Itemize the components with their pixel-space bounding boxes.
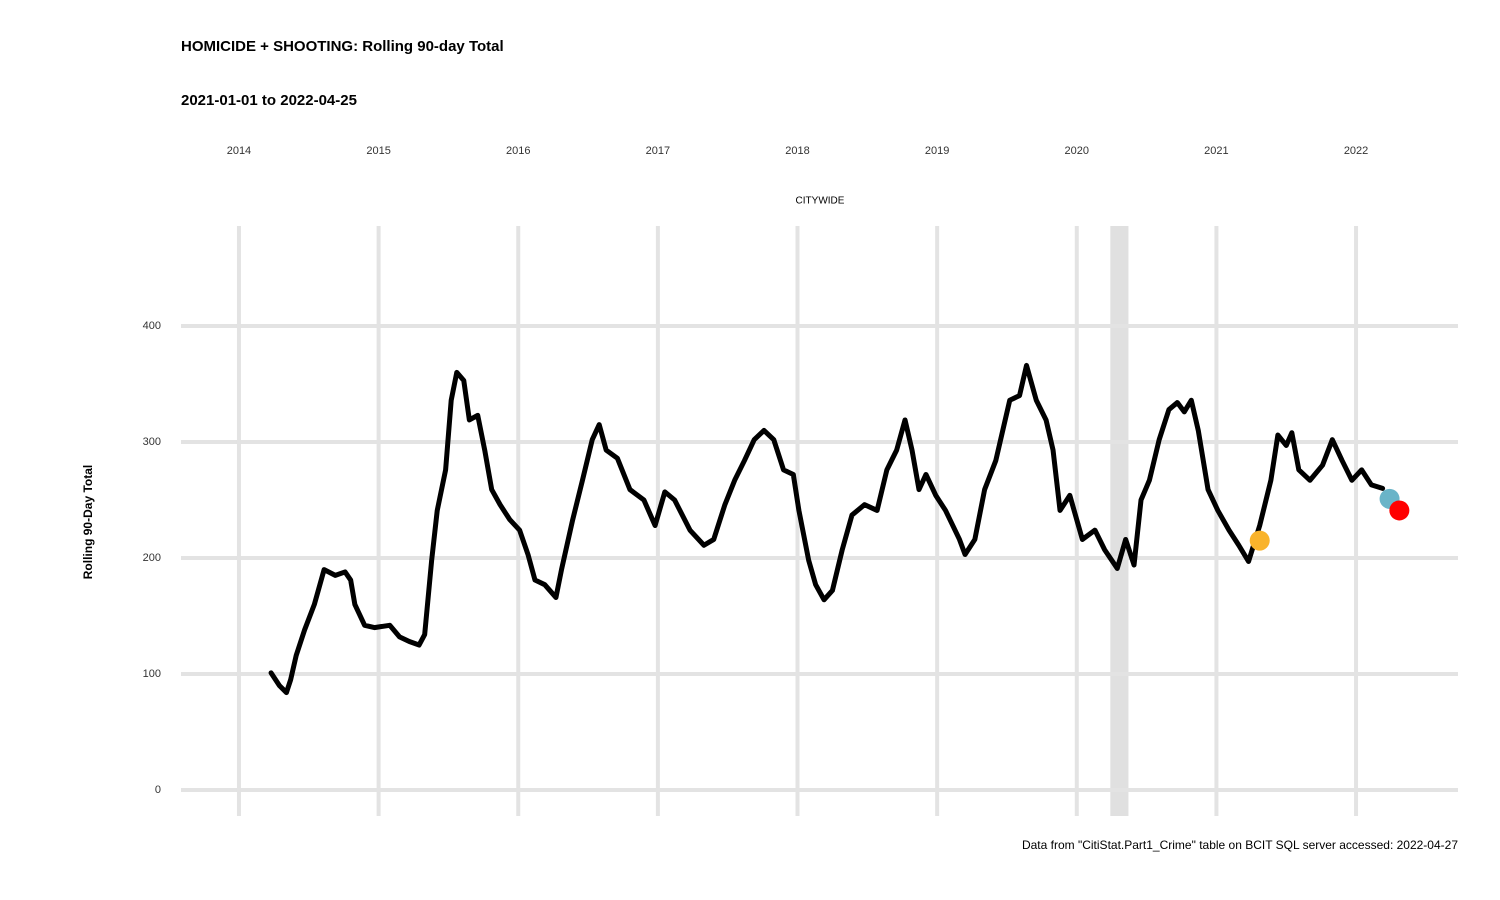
panel-label: CITYWIDE bbox=[796, 196, 845, 207]
y-tick-label: 200 bbox=[143, 552, 161, 564]
y-tick-label: 0 bbox=[155, 784, 161, 796]
y-tick-label: 400 bbox=[143, 320, 161, 332]
x-tick-label: 2021 bbox=[1204, 145, 1228, 157]
y-axis-label: Rolling 90-Day Total bbox=[81, 465, 95, 579]
line bbox=[268, 362, 1386, 696]
chart-title: HOMICIDE + SHOOTING: Rolling 90-day Tota… bbox=[181, 38, 504, 55]
x-tick-label: 2018 bbox=[785, 145, 809, 157]
x-tick-label: 2022 bbox=[1344, 145, 1368, 157]
chart-subtitle: 2021-01-01 to 2022-04-25 bbox=[181, 92, 357, 109]
x-tick-label: 2019 bbox=[925, 145, 949, 157]
x-tick-label: 2015 bbox=[366, 145, 390, 157]
x-tick-label: 2017 bbox=[646, 145, 670, 157]
highlight-point bbox=[1389, 500, 1410, 521]
shaded-period bbox=[1110, 226, 1129, 816]
y-tick-label: 300 bbox=[143, 436, 161, 448]
y-tick-label: 100 bbox=[143, 668, 161, 680]
caption: Data from "CitiStat.Part1_Crime" table o… bbox=[1022, 838, 1458, 852]
highlight-point bbox=[1249, 530, 1270, 551]
x-tick-label: 2020 bbox=[1065, 145, 1089, 157]
x-tick-label: 2016 bbox=[506, 145, 530, 157]
x-tick-label: 2014 bbox=[227, 145, 251, 157]
